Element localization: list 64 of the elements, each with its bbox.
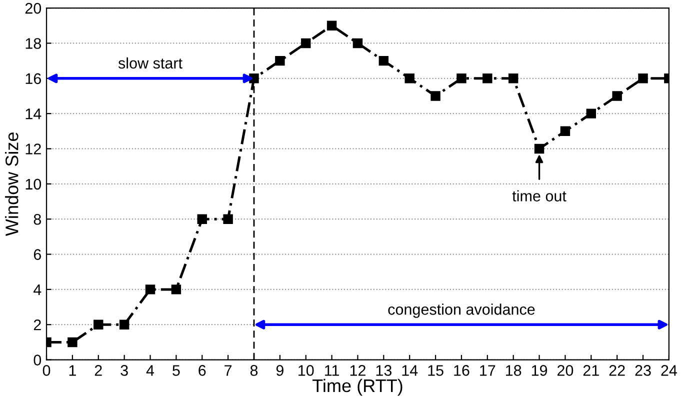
y-tick-label: 10 (26, 178, 42, 190)
point (223, 214, 233, 224)
x-tick-label: 8 (250, 365, 258, 376)
x-tick-label: 14 (402, 365, 418, 376)
point (197, 214, 207, 224)
y-axis-title: Window Size (5, 132, 18, 236)
point (586, 108, 596, 118)
y-tick-label: 8 (34, 214, 41, 225)
x-tick-label: 21 (583, 365, 599, 376)
point (301, 38, 311, 48)
x-tick-label: 13 (376, 365, 392, 376)
x-tick-label: 6 (198, 365, 206, 376)
y-tick-label: 16 (26, 73, 41, 84)
x-tick-label: 1 (69, 365, 76, 376)
annotation: slow start (118, 57, 182, 69)
y-tick-label: 14 (26, 108, 42, 120)
y-tick-label: 6 (34, 249, 41, 260)
x-tick-label: 11 (325, 365, 339, 376)
y-tick-label: 18 (26, 38, 41, 49)
y-tick-label: 12 (26, 144, 41, 154)
point (94, 320, 104, 330)
point (560, 126, 570, 136)
point (430, 91, 440, 101)
annotation: time out (512, 190, 566, 202)
x-tick-label: 17 (480, 365, 496, 376)
y-tick-label: 0 (34, 354, 42, 366)
point (326, 20, 337, 30)
point (275, 56, 285, 66)
point (171, 284, 182, 294)
x-tick-label: 3 (120, 365, 128, 376)
point (638, 74, 648, 84)
x-tick-label: 12 (350, 365, 366, 376)
point (482, 74, 492, 84)
x-tick-label: 0 (42, 365, 50, 376)
x-tick-label: 15 (428, 365, 444, 376)
x-tick-label: 24 (661, 365, 677, 376)
point (352, 38, 363, 48)
point (534, 144, 544, 154)
x-tick-label: 18 (506, 365, 522, 376)
x-tick-label: 23 (635, 365, 651, 376)
x-tick-label: 10 (298, 365, 314, 376)
x-tick-label: 7 (224, 365, 232, 376)
x-tick-label: 2 (94, 365, 102, 376)
annotation: congestion avoidance (388, 304, 535, 318)
x-tick-label: 22 (609, 365, 625, 376)
x-tick-label: 20 (557, 365, 574, 376)
y-tick-label: 2 (34, 319, 41, 330)
point (145, 284, 156, 294)
point (68, 337, 78, 348)
point (119, 320, 130, 330)
point (404, 74, 414, 84)
x-tick-label: 5 (172, 365, 180, 376)
x-tick-label: 19 (532, 365, 548, 376)
x-tick-label: 16 (454, 365, 470, 376)
y-tick-label: 20 (25, 2, 42, 14)
point (249, 74, 259, 84)
x-axis-title: Time (RTT) (312, 378, 402, 396)
point (508, 74, 518, 84)
y-tick-label: 4 (34, 284, 42, 295)
point (378, 56, 389, 66)
x-tick-label: 9 (276, 365, 284, 376)
x-tick-label: 4 (146, 365, 154, 376)
point (456, 74, 466, 84)
point (612, 91, 622, 101)
